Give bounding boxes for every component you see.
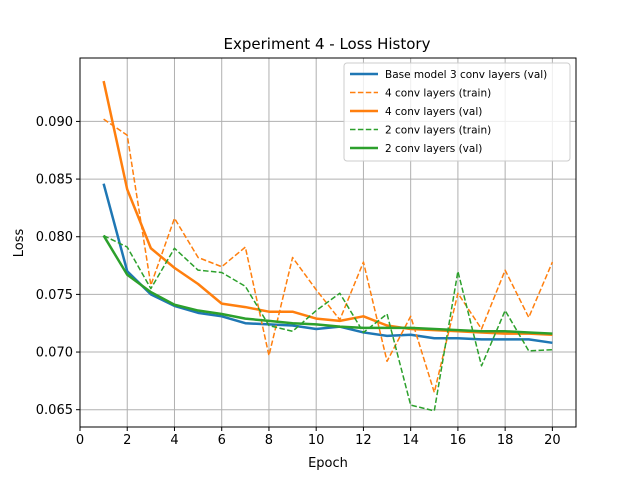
x-axis-label: Epoch	[308, 456, 348, 471]
series-line-1	[102, 183, 553, 345]
y-tick-label: 0.080	[36, 230, 73, 245]
series-line-4	[103, 234, 553, 412]
x-tick-label: 0	[76, 433, 84, 448]
legend-label: 2 conv layers (train)	[385, 125, 491, 137]
x-tick-label: 12	[355, 433, 372, 448]
x-tick-label: 10	[308, 433, 325, 448]
y-tick-label: 0.085	[36, 173, 73, 188]
chart-title: Experiment 4 - Loss History	[224, 35, 431, 53]
x-tick-label: 2	[123, 433, 131, 448]
x-tick-label: 14	[402, 433, 419, 448]
x-tick-label: 8	[265, 433, 273, 448]
x-tick-label: 4	[170, 433, 178, 448]
legend-label: 2 conv layers (val)	[385, 143, 482, 155]
y-tick-label: 0.090	[36, 115, 73, 130]
y-tick-label: 0.065	[36, 403, 73, 418]
plot-frame	[79, 57, 577, 428]
y-axis-label: Loss	[12, 229, 27, 258]
x-tick-label: 6	[218, 433, 226, 448]
x-axis: 0 2 4 6 8 10 12 14 16 18 20	[76, 427, 561, 448]
y-tick-label: 0.070	[36, 346, 73, 361]
x-tick-label: 20	[544, 433, 561, 448]
x-tick-label: 18	[497, 433, 514, 448]
legend: Base model 3 conv layers (val) 4 conv lay…	[343, 62, 571, 162]
x-tick-label: 16	[450, 433, 467, 448]
legend-label: 4 conv layers (val)	[385, 106, 482, 118]
legend-label: 4 conv layers (train)	[385, 88, 491, 100]
series-line-5	[102, 234, 553, 335]
series-line-2	[103, 118, 554, 394]
legend-label: Base model 3 conv layers (val)	[385, 69, 547, 81]
legend-box	[343, 62, 571, 162]
y-axis: 0.065 0.070 0.075 0.080 0.085 0.090	[36, 115, 80, 418]
y-tick-label: 0.075	[36, 288, 73, 303]
series-lines	[102, 80, 554, 412]
